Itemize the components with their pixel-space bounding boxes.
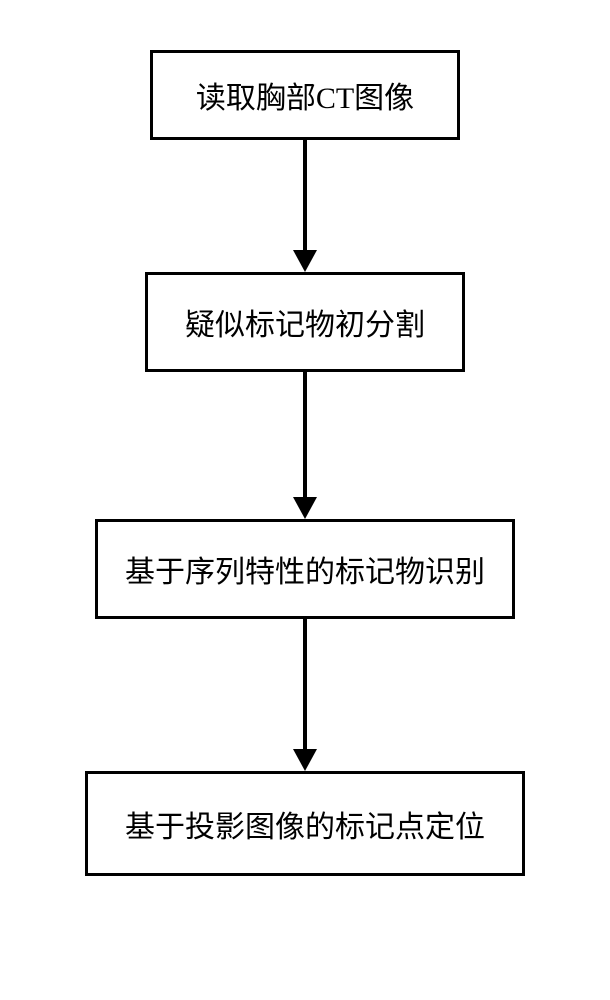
arrow-head-icon: [293, 497, 317, 519]
flow-node-label: 读取胸部CT图像: [196, 73, 414, 117]
arrow-line: [303, 619, 307, 749]
arrow-head-icon: [293, 749, 317, 771]
arrow-head-icon: [293, 250, 317, 272]
flow-node-read-ct: 读取胸部CT图像: [150, 50, 460, 140]
flow-arrow: [293, 372, 317, 519]
flow-node-marker-recognition: 基于序列特性的标记物识别: [95, 519, 515, 619]
flow-arrow: [293, 619, 317, 771]
flow-node-marker-positioning: 基于投影图像的标记点定位: [85, 771, 525, 876]
flow-arrow: [293, 140, 317, 272]
flow-node-initial-segmentation: 疑似标记物初分割: [145, 272, 465, 372]
arrow-line: [303, 372, 307, 497]
flow-node-label: 基于序列特性的标记物识别: [125, 547, 485, 591]
flow-node-label: 基于投影图像的标记点定位: [125, 802, 485, 846]
arrow-line: [303, 140, 307, 250]
flowchart-container: 读取胸部CT图像 疑似标记物初分割 基于序列特性的标记物识别 基于投影图像的标记…: [85, 50, 525, 876]
flow-node-label: 疑似标记物初分割: [185, 300, 425, 344]
